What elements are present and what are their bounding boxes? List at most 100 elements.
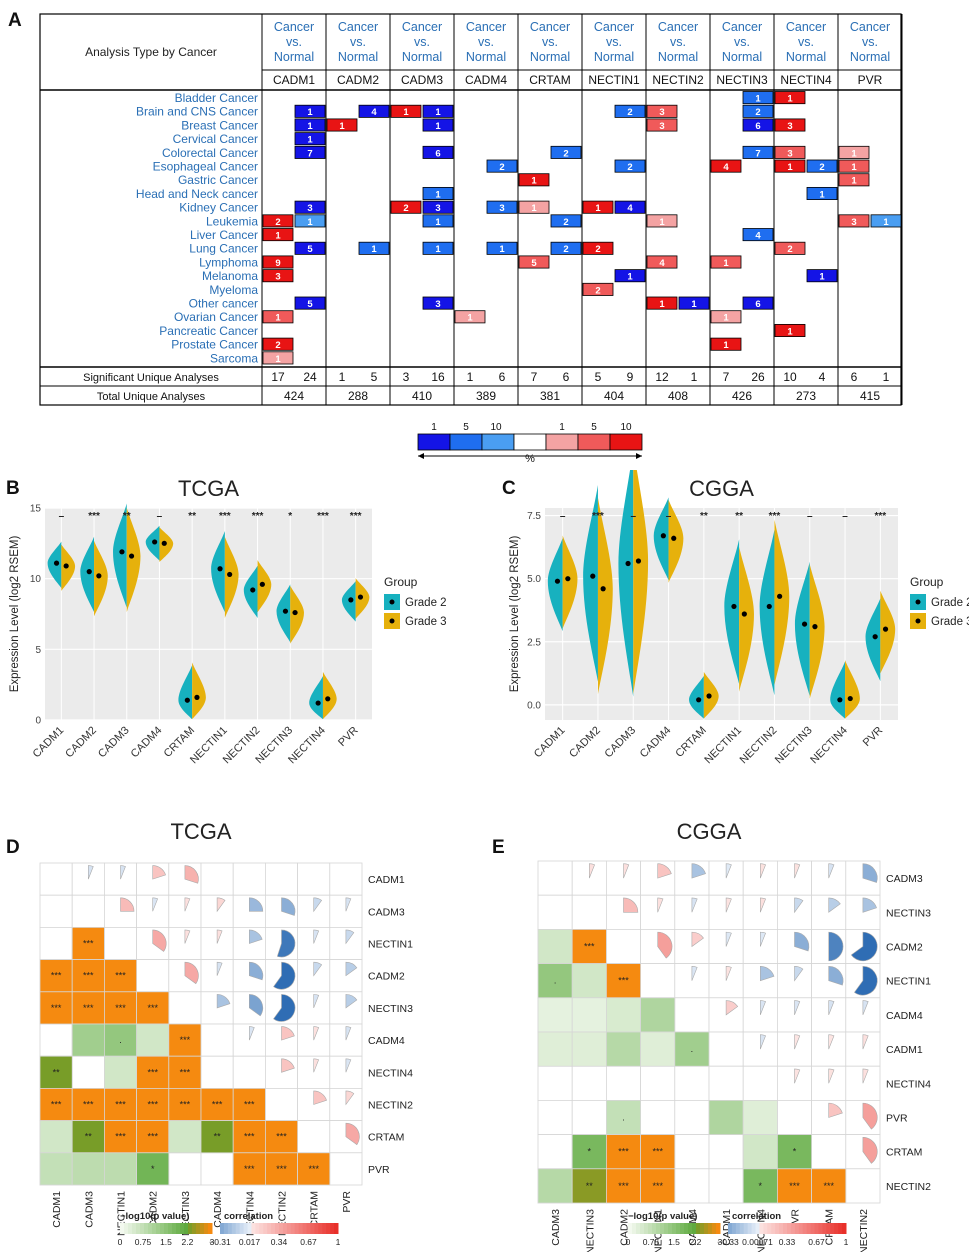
- legend-key-dot: [389, 599, 395, 605]
- grid-cell: [200, 1055, 234, 1089]
- significance-label: ***: [317, 511, 329, 522]
- analysis-count: 1: [627, 272, 633, 283]
- row-label: CADM2: [368, 971, 405, 983]
- grid-cell: [674, 1134, 710, 1170]
- cancer-label: Esophageal Cancer: [153, 160, 258, 174]
- violin-half-grade2: [830, 661, 846, 719]
- sig-value-down: 26: [751, 370, 765, 384]
- col-label-group: PVR: [341, 1191, 353, 1213]
- legend-tick: 1: [431, 422, 437, 433]
- header-cell-text: Cancer: [402, 20, 442, 34]
- analysis-cell: [262, 310, 294, 324]
- total-value: 288: [348, 389, 368, 403]
- col-label: CADM2: [148, 1191, 160, 1228]
- total-value: 424: [284, 389, 304, 403]
- x-tick-label: PVR: [861, 724, 886, 749]
- mean-point: [86, 569, 92, 575]
- header-cell-text: Cancer: [466, 20, 506, 34]
- correlation-pie: [760, 931, 766, 947]
- row-label: CADM3: [886, 873, 923, 885]
- correlation-pie: [854, 966, 878, 996]
- x-tick-label: NECTIN3: [773, 724, 815, 766]
- violin-half-grade3: [562, 535, 578, 629]
- cancer-label: Leukemia: [206, 214, 258, 228]
- legend-p-swatch: [700, 1223, 705, 1234]
- violin-half-grade2: [276, 584, 291, 643]
- pvalue-cell: [571, 963, 607, 999]
- legend-r-swatch: [322, 1223, 327, 1234]
- legend-p-swatch: [140, 1223, 145, 1234]
- correlation-pie: [249, 929, 263, 944]
- grid-cell: [39, 927, 73, 961]
- correlation-pie: [760, 897, 766, 913]
- pvalue-cell: [71, 1152, 105, 1186]
- analysis-cell: [582, 241, 614, 255]
- analysis-cell: [582, 200, 614, 214]
- grid-cell: [674, 1099, 710, 1135]
- analysis-cell: [390, 104, 422, 118]
- cancer-label: Brain and CNS Cancer: [136, 105, 258, 119]
- y-axis-label: Expression Level (log2 RSEM): [9, 536, 21, 693]
- analysis-cell: [710, 159, 742, 173]
- analysis-cell: [774, 118, 806, 132]
- mean-point: [152, 539, 158, 545]
- grid-cell: [39, 1023, 73, 1057]
- legend-p-swatch: [664, 1223, 669, 1234]
- grid-cell: [708, 1031, 744, 1067]
- pvalue-stars: ***: [652, 1181, 663, 1191]
- legend-r-swatch: [739, 1223, 745, 1234]
- pvalue-stars: ***: [147, 1067, 158, 1077]
- analysis-count: 1: [883, 217, 889, 228]
- analysis-count: 1: [371, 244, 377, 255]
- analysis-count: 1: [851, 162, 857, 173]
- correlation-pie: [281, 1058, 295, 1073]
- cancer-label: Breast Cancer: [181, 118, 258, 132]
- correlation-pie: [862, 1068, 869, 1084]
- y-tick-label: 5: [35, 645, 41, 656]
- correlation-pie: [794, 1034, 801, 1050]
- header-cell-text: vs.: [862, 35, 878, 49]
- pvalue-cell: [136, 1023, 170, 1057]
- mean-point: [565, 576, 571, 582]
- significance-label: –: [666, 511, 672, 522]
- tcga-violin-chart: B TCGA051015CADM1–CADM2***CADM3**CADM4–CR…: [6, 476, 447, 766]
- mean-point: [250, 587, 256, 593]
- row-label: CADM1: [368, 874, 405, 886]
- col-label-group: CADM2: [148, 1191, 160, 1228]
- analysis-count: 7: [755, 148, 760, 159]
- correlation-pie: [862, 1034, 869, 1050]
- pvalue-cell: [606, 997, 642, 1033]
- pvalue-stars: **: [214, 1132, 222, 1142]
- correlation-pie: [657, 931, 673, 959]
- cancer-label: Gastric Cancer: [178, 173, 258, 187]
- mean-point: [53, 560, 60, 566]
- cancer-label: Head and Neck cancer: [136, 187, 258, 201]
- correlation-pie: [862, 1102, 878, 1130]
- legend-r-swatch: [239, 1223, 245, 1234]
- legend-r-tick: 1: [844, 1237, 849, 1247]
- analysis-cell: [422, 214, 454, 228]
- analysis-cell: [294, 200, 326, 214]
- x-tick-group: CADM1: [532, 724, 568, 760]
- legend-r-swatch: [294, 1223, 300, 1234]
- grid-cell: [39, 862, 73, 896]
- analysis-cell: [742, 228, 774, 242]
- analysis-cell: [774, 323, 806, 337]
- legend-r-swatch: [235, 1223, 241, 1234]
- mean-point: [600, 586, 606, 592]
- legend-p-swatch: [128, 1223, 133, 1234]
- pvalue-stars: ***: [115, 1003, 126, 1013]
- mean-point: [227, 571, 233, 578]
- correlation-pie: [184, 865, 199, 884]
- analysis-count: 2: [627, 107, 632, 118]
- sig-value-up: 10: [783, 370, 797, 384]
- analysis-count: 1: [851, 176, 857, 187]
- mean-point: [119, 549, 125, 555]
- analysis-cell: [262, 228, 294, 242]
- legend-r-swatch: [802, 1223, 808, 1234]
- correlation-pie: [313, 929, 320, 944]
- header-label: Analysis Type by Cancer: [85, 45, 217, 59]
- analysis-cell: [422, 186, 454, 200]
- legend-p-swatch: [688, 1223, 693, 1234]
- legend-r-swatch: [247, 1223, 252, 1234]
